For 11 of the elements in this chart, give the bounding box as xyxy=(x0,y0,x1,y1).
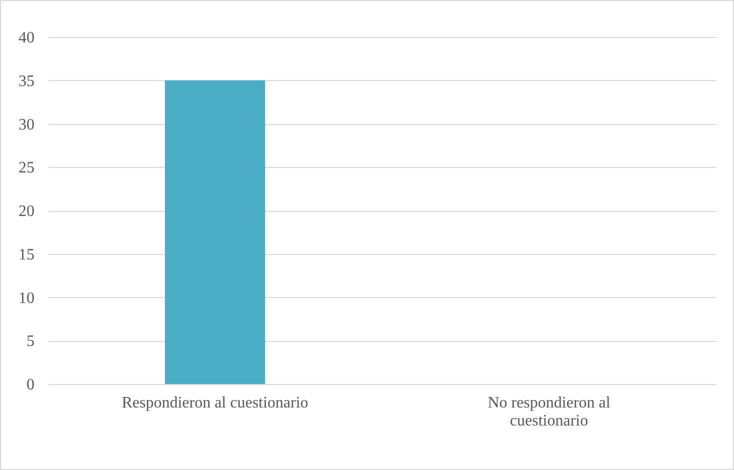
y-tick-label: 30 xyxy=(18,116,34,134)
x-tick-label: No respondieron al cuestionario xyxy=(488,394,611,430)
x-tick-label: Respondieron al cuestionario xyxy=(122,394,308,412)
y-tick-label: 40 xyxy=(18,30,34,46)
y-tick-label: 25 xyxy=(18,160,34,177)
y-tick-label: 5 xyxy=(26,333,34,350)
y-tick-label: 0 xyxy=(26,376,34,394)
y-tick-label: 15 xyxy=(18,246,34,264)
y-tick-label: 10 xyxy=(18,290,34,307)
y-tick-label: 35 xyxy=(18,72,34,90)
y-tick-label: 20 xyxy=(18,203,34,220)
